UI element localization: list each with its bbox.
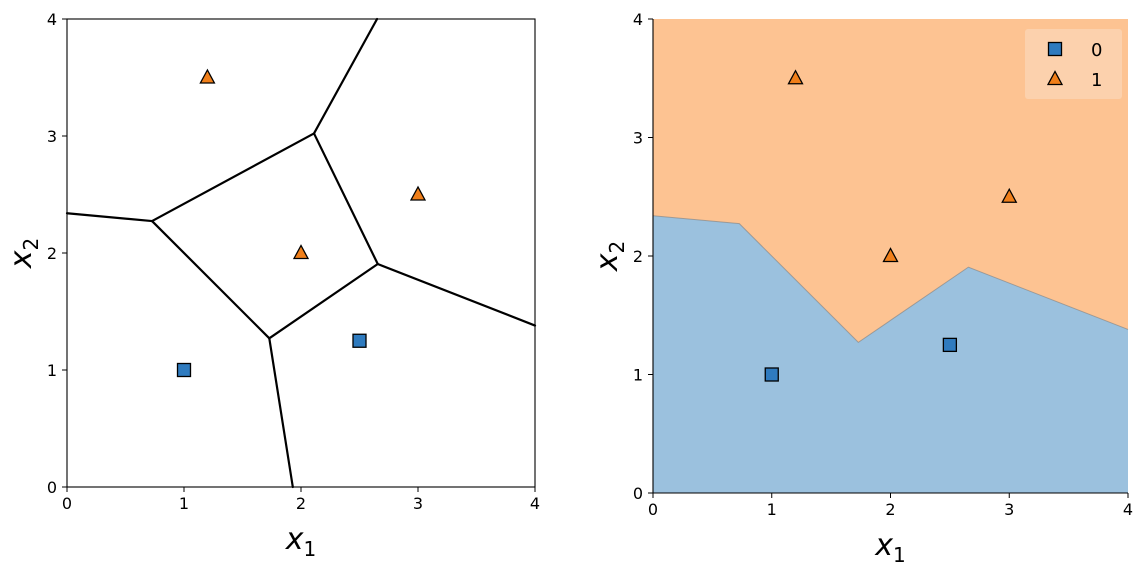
class-1-point: [787, 69, 804, 85]
y-axis-label-sub: 2: [605, 241, 629, 254]
x-axis-label: x1: [285, 522, 317, 561]
x-tick-label: 4: [1123, 500, 1133, 519]
legend-label-0: 0: [1091, 40, 1102, 61]
x-tick-label: 0: [648, 500, 658, 519]
y-axis-label: x2: [4, 238, 43, 270]
voronoi-edge: [312, 132, 379, 266]
y-axis-label-base: x: [4, 250, 39, 269]
class-0-point: [176, 362, 192, 378]
class-1-point: [199, 68, 216, 84]
y-tick-label: 3: [633, 129, 643, 148]
x-tick-label: 1: [767, 500, 777, 519]
legend-marker-1: [1046, 70, 1064, 86]
voronoi-edge: [150, 132, 316, 223]
y-axis-label: x2: [590, 241, 629, 273]
y-tick-label: 0: [633, 484, 643, 503]
voronoi-edge: [150, 219, 271, 340]
voronoi-edge: [268, 337, 294, 489]
decision-boundary: [652, 215, 1129, 344]
x-axis-label-base: x: [874, 528, 893, 563]
y-tick-label: 1: [633, 366, 643, 385]
class-1-point: [882, 247, 899, 263]
x-tick-label: 2: [296, 494, 306, 513]
x-tick-label: 1: [179, 494, 189, 513]
x-axis-label: x1: [874, 528, 906, 567]
legend-label-1: 1: [1091, 70, 1102, 91]
y-tick-label: 1: [47, 361, 57, 380]
region-class-0: [653, 215, 1128, 493]
class-0-point: [352, 333, 367, 348]
x-axis-label-base: x: [285, 522, 304, 557]
voronoi-edge: [312, 17, 379, 135]
legend-box: [1025, 29, 1122, 99]
voronoi-edge: [376, 262, 537, 327]
voronoi-edge: [65, 212, 154, 223]
x-tick-label: 0: [62, 494, 72, 513]
x-axis-label-sub: 1: [304, 537, 317, 561]
y-tick-label: 4: [47, 10, 57, 29]
class-1-point: [1001, 187, 1018, 203]
x-axis-label-sub: 1: [893, 543, 906, 567]
class-0-point: [764, 367, 779, 382]
x-tick-label: 3: [413, 494, 423, 513]
y-tick-label: 4: [633, 10, 643, 29]
y-tick-label: 0: [47, 478, 57, 497]
y-axis-label-sub: 2: [19, 238, 43, 251]
class-1-point: [409, 185, 427, 201]
y-tick-label: 2: [47, 244, 57, 263]
x-tick-label: 2: [885, 500, 895, 519]
x-tick-label: 4: [530, 494, 540, 513]
legend-marker-0: [1047, 41, 1063, 57]
voronoi-edge: [268, 262, 379, 340]
y-axis-label-base: x: [590, 253, 625, 272]
class-0-point: [942, 337, 958, 353]
y-tick-label: 3: [47, 127, 57, 146]
y-tick-label: 2: [633, 247, 643, 266]
class-1-point: [292, 244, 310, 260]
x-tick-label: 3: [1004, 500, 1014, 519]
